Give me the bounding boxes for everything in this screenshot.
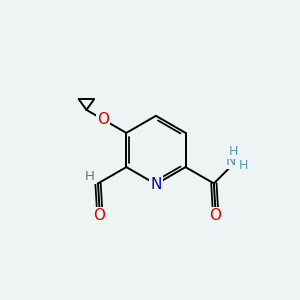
Text: N: N [226, 154, 236, 168]
Text: H: H [229, 145, 238, 158]
Text: O: O [97, 112, 109, 127]
Text: H: H [85, 169, 94, 182]
Text: N: N [150, 177, 162, 192]
Text: O: O [94, 208, 106, 223]
Text: H: H [239, 159, 248, 172]
Text: O: O [209, 208, 221, 223]
